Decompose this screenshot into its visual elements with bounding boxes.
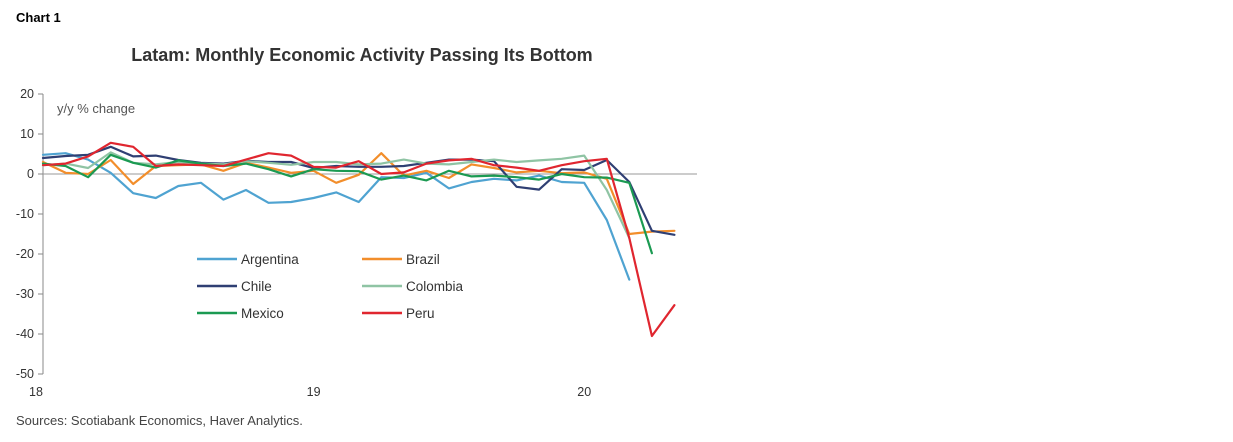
series-line-peru <box>41 141 676 338</box>
x-tick-label: 18 <box>29 385 43 399</box>
y-tick-label: -10 <box>16 207 34 221</box>
axes: 20 10 0 -10 -20 -30 -40 -50 18 19 20 y/y % change <box>16 87 697 399</box>
y-unit-label: y/y % change <box>57 101 135 116</box>
legend-label-colombia: Colombia <box>406 279 464 294</box>
y-tick-label: -30 <box>16 287 34 301</box>
chart-title: Latam: Monthly Economic Activity Passing… <box>131 45 593 65</box>
legend-label-peru: Peru <box>406 306 435 321</box>
x-tick-label: 19 <box>307 385 321 399</box>
y-tick-label: -40 <box>16 327 34 341</box>
y-tick-label: 10 <box>20 127 34 141</box>
legend-label-chile: Chile <box>241 279 272 294</box>
legend-label-argentina: Argentina <box>241 252 299 267</box>
series-line-mexico <box>41 153 654 255</box>
series-line-chile <box>41 145 676 236</box>
y-tick-label: 20 <box>20 87 34 101</box>
series-line-brazil <box>41 152 676 236</box>
chart-label: Chart 1 <box>16 10 61 25</box>
source-note: Sources: Scotiabank Economics, Haver Ana… <box>16 413 303 428</box>
y-tick-label: 0 <box>27 167 34 181</box>
y-tick-label: -50 <box>16 367 34 381</box>
legend-label-brazil: Brazil <box>406 252 440 267</box>
series-line-argentina <box>41 152 631 281</box>
x-tick-label: 20 <box>577 385 591 399</box>
legend: Argentina Brazil Chile Colombia Mexico Peru <box>197 252 464 321</box>
y-tick-label: -20 <box>16 247 34 261</box>
series-lines <box>41 141 676 338</box>
legend-label-mexico: Mexico <box>241 306 284 321</box>
